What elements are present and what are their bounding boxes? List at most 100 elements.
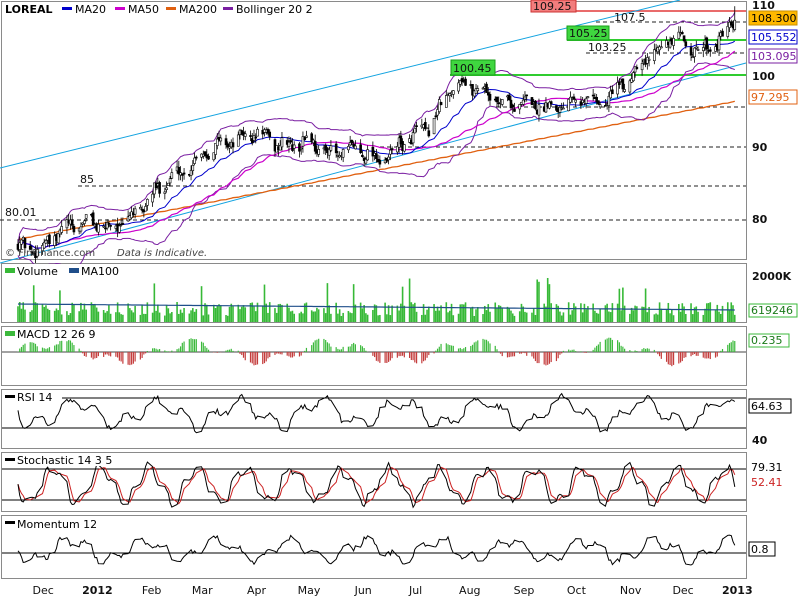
volume-bar — [183, 308, 185, 322]
macd-bar — [181, 342, 183, 352]
volume-bar — [595, 312, 598, 322]
candle — [653, 43, 656, 65]
macd-bar — [227, 349, 229, 352]
macd-bar — [153, 348, 155, 352]
volume-bar — [251, 302, 254, 322]
volume-bar — [587, 306, 589, 322]
volume-bar — [461, 304, 463, 322]
macd-bar — [463, 348, 465, 352]
macd-bar — [704, 352, 706, 359]
volume-bar — [190, 310, 192, 322]
data-notice: Data is Indicative. — [117, 248, 207, 259]
macd-bar — [59, 341, 61, 352]
volume-bar — [317, 309, 320, 322]
macd-bar — [365, 350, 367, 352]
volume-bar — [171, 312, 173, 322]
x-tick-label: Mar — [192, 584, 213, 597]
macd-bar — [501, 352, 503, 357]
macd-bar — [363, 347, 365, 352]
macd-bar — [131, 352, 133, 365]
macd-bar — [104, 352, 106, 355]
candle — [640, 58, 644, 76]
candle — [434, 111, 438, 119]
volume-bar — [660, 308, 663, 322]
macd-bar — [157, 349, 159, 352]
macd-bar — [653, 349, 655, 352]
candle — [733, 6, 737, 32]
volume-bar — [494, 302, 497, 322]
candle — [65, 215, 69, 234]
macd-bar — [360, 345, 362, 352]
macd-bar — [732, 340, 734, 352]
macd-bar — [690, 352, 692, 357]
candle — [518, 103, 522, 115]
volume-bar — [440, 305, 442, 322]
volume-bar — [97, 311, 100, 322]
volume-bar — [716, 304, 719, 322]
candle — [301, 131, 305, 153]
legend-ma100: MA100 — [81, 265, 119, 278]
macd-bar — [267, 352, 269, 359]
volume-bar — [202, 315, 205, 322]
volume-bar — [609, 312, 612, 322]
volume-bar — [483, 305, 486, 322]
candle — [177, 160, 181, 181]
volume-bar — [408, 278, 411, 322]
macd-bar — [288, 352, 290, 357]
candle — [635, 64, 639, 70]
macd-bar — [29, 342, 31, 352]
candle — [231, 137, 235, 154]
candle — [44, 239, 48, 244]
candle — [30, 245, 34, 256]
volume-bar — [324, 313, 327, 322]
macd-bar — [440, 343, 442, 352]
stoch-d-value: 52.41 — [751, 476, 783, 489]
macd-bar — [265, 352, 267, 362]
candle — [609, 85, 612, 99]
macd-bar — [286, 352, 288, 356]
stochastic-d-line — [17, 466, 736, 505]
price-tag-close: 108.300 — [751, 12, 797, 25]
volume-bar — [335, 302, 337, 322]
candle — [481, 86, 485, 90]
candle — [574, 98, 577, 107]
macd-bar — [389, 352, 391, 361]
macd-bar — [667, 352, 669, 365]
candle — [521, 94, 525, 107]
candle — [317, 145, 320, 158]
macd-bar — [629, 350, 631, 352]
macd-bar — [524, 352, 526, 354]
volume-bar — [714, 310, 717, 322]
macd-bar — [255, 352, 257, 365]
macd-bar — [179, 346, 182, 352]
volume-bar — [548, 284, 551, 322]
macd-bar — [695, 352, 697, 356]
legend-ma20-swatch — [62, 7, 72, 10]
candle — [310, 132, 313, 145]
macd-bar — [485, 339, 488, 352]
channel-lower-line — [0, 62, 747, 264]
volume-bar — [314, 311, 316, 322]
volume-bar — [422, 304, 425, 322]
macd-bar — [216, 352, 218, 353]
candle — [303, 136, 306, 141]
volume-bar — [721, 305, 724, 322]
x-tick-label: Jul — [408, 584, 422, 597]
volume-bar — [732, 305, 734, 322]
volume-ma100-line — [18, 303, 735, 311]
macd-bar — [445, 343, 447, 352]
volume-bar — [473, 315, 476, 322]
level-label-100-45: 100.45 — [453, 62, 492, 75]
volume-bar — [396, 305, 399, 322]
macd-bar — [45, 348, 47, 352]
volume-bar — [228, 306, 231, 322]
macd-bar — [178, 348, 180, 352]
candle — [691, 54, 695, 59]
candle — [341, 148, 345, 163]
candle — [313, 134, 317, 155]
momentum-value-box — [748, 541, 776, 557]
macd-bar — [171, 350, 173, 352]
volume-bar — [122, 314, 124, 322]
candle — [191, 160, 195, 175]
volume-bar — [508, 308, 511, 322]
